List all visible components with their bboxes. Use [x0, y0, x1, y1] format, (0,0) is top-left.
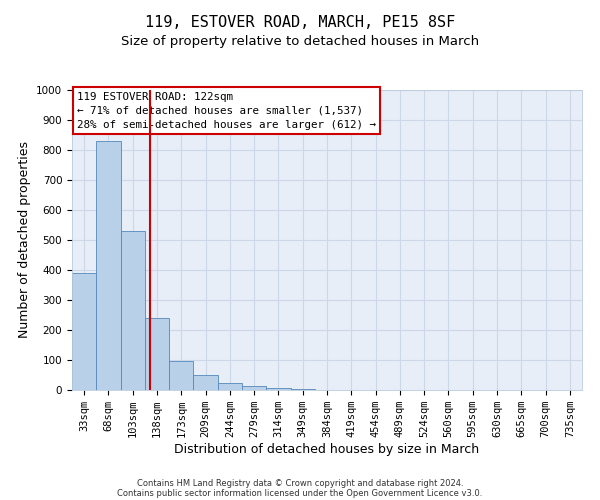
Bar — [145, 318, 169, 390]
Bar — [266, 388, 290, 390]
Bar — [242, 386, 266, 390]
Bar — [72, 273, 96, 390]
X-axis label: Distribution of detached houses by size in March: Distribution of detached houses by size … — [175, 443, 479, 456]
Y-axis label: Number of detached properties: Number of detached properties — [17, 142, 31, 338]
Bar — [169, 361, 193, 390]
Text: 119 ESTOVER ROAD: 122sqm
← 71% of detached houses are smaller (1,537)
28% of sem: 119 ESTOVER ROAD: 122sqm ← 71% of detach… — [77, 92, 376, 130]
Bar — [218, 384, 242, 390]
Text: Contains public sector information licensed under the Open Government Licence v3: Contains public sector information licen… — [118, 488, 482, 498]
Bar — [121, 231, 145, 390]
Text: Size of property relative to detached houses in March: Size of property relative to detached ho… — [121, 35, 479, 48]
Text: Contains HM Land Registry data © Crown copyright and database right 2024.: Contains HM Land Registry data © Crown c… — [137, 478, 463, 488]
Text: 119, ESTOVER ROAD, MARCH, PE15 8SF: 119, ESTOVER ROAD, MARCH, PE15 8SF — [145, 15, 455, 30]
Bar — [96, 141, 121, 390]
Bar — [193, 375, 218, 390]
